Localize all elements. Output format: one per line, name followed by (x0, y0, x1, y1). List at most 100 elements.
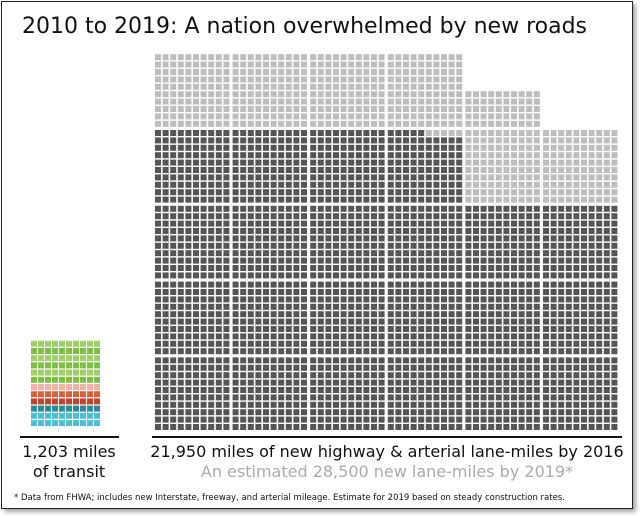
highway-square (270, 333, 277, 340)
highway-square (403, 348, 409, 355)
highway-square (215, 159, 222, 166)
highway-square (247, 144, 254, 151)
highway-square (518, 424, 525, 430)
estimate-square (473, 167, 479, 173)
estimate-square (395, 106, 402, 112)
estimate-square (441, 54, 447, 61)
highway-square (588, 303, 595, 310)
highway-square (170, 416, 177, 423)
transit-square (73, 420, 79, 426)
highway-square (193, 340, 199, 347)
highway-square (155, 235, 161, 242)
highway-square (223, 189, 230, 196)
estimate-square (363, 61, 370, 68)
estimate-square (185, 61, 192, 68)
highway-square (433, 311, 440, 318)
highway-square (418, 196, 425, 203)
estimate-square (425, 76, 432, 83)
highway-square (223, 250, 230, 257)
transit-square (52, 412, 58, 419)
estimate-square (448, 130, 455, 136)
estimate-square (177, 120, 184, 127)
highway-square (301, 205, 307, 212)
transit-square (52, 362, 58, 369)
estimate-square (543, 144, 549, 151)
estimate-square (403, 54, 409, 61)
highway-square (363, 265, 370, 271)
highway-square (387, 348, 394, 355)
estimate-square (162, 106, 169, 112)
highway-square (518, 281, 525, 288)
highway-square (410, 213, 417, 220)
estimate-square (317, 106, 324, 112)
highway-square (448, 372, 455, 379)
highway-square (596, 205, 603, 212)
highway-square (511, 340, 517, 347)
highway-square (240, 181, 247, 188)
highway-square (425, 220, 432, 227)
estimate-square (333, 83, 339, 90)
highway-square (418, 159, 425, 166)
highway-square (495, 326, 502, 332)
highway-square (511, 318, 517, 325)
estimate-square (588, 130, 595, 136)
highway-square (441, 416, 447, 423)
highway-square (170, 189, 177, 196)
estimate-square (611, 152, 618, 159)
highway-square (177, 152, 184, 159)
highway-square (200, 296, 207, 303)
highway-square (355, 401, 362, 408)
highway-square (473, 272, 479, 279)
highway-square (215, 167, 222, 173)
highway-square (255, 196, 262, 203)
highway-square (310, 189, 317, 196)
highway-square (278, 159, 285, 166)
highway-square (177, 281, 184, 288)
transit-square (31, 420, 37, 426)
highway-square (465, 289, 472, 295)
highway-square (355, 303, 362, 310)
estimate-square (503, 137, 510, 144)
estimate-square (208, 61, 215, 68)
highway-square (317, 311, 324, 318)
highway-square (263, 372, 269, 379)
highway-square (363, 205, 370, 212)
highway-square (325, 144, 332, 151)
highway-square (247, 296, 254, 303)
highway-square (395, 159, 402, 166)
estimate-square (403, 61, 409, 68)
estimate-square (495, 196, 502, 203)
highway-square (215, 387, 222, 393)
highway-square (378, 144, 385, 151)
highway-square (488, 272, 495, 279)
highway-square (162, 318, 169, 325)
estimate-square (378, 76, 385, 83)
highway-square (480, 289, 487, 295)
estimate-square (340, 120, 347, 127)
highway-square (333, 326, 339, 332)
highway-square (533, 424, 540, 430)
highway-square (441, 272, 447, 279)
highway-square (200, 235, 207, 242)
highway-square (418, 205, 425, 212)
highway-square (558, 372, 565, 379)
highway-square (301, 379, 307, 386)
highway-square (533, 235, 540, 242)
highway-square (162, 228, 169, 234)
highway-square (558, 394, 565, 401)
highway-square (511, 235, 517, 242)
transit-square (94, 348, 100, 354)
highway-square (371, 424, 377, 430)
highway-square (495, 401, 502, 408)
estimate-square (448, 83, 455, 90)
highway-square (488, 265, 495, 271)
highway-square (596, 318, 603, 325)
highway-square (317, 303, 324, 310)
highway-square (293, 333, 300, 340)
estimate-square (581, 152, 587, 159)
estimate-square (581, 144, 587, 151)
highway-square (387, 159, 394, 166)
highway-square (215, 289, 222, 295)
highway-square (301, 152, 307, 159)
highway-square (418, 281, 425, 288)
